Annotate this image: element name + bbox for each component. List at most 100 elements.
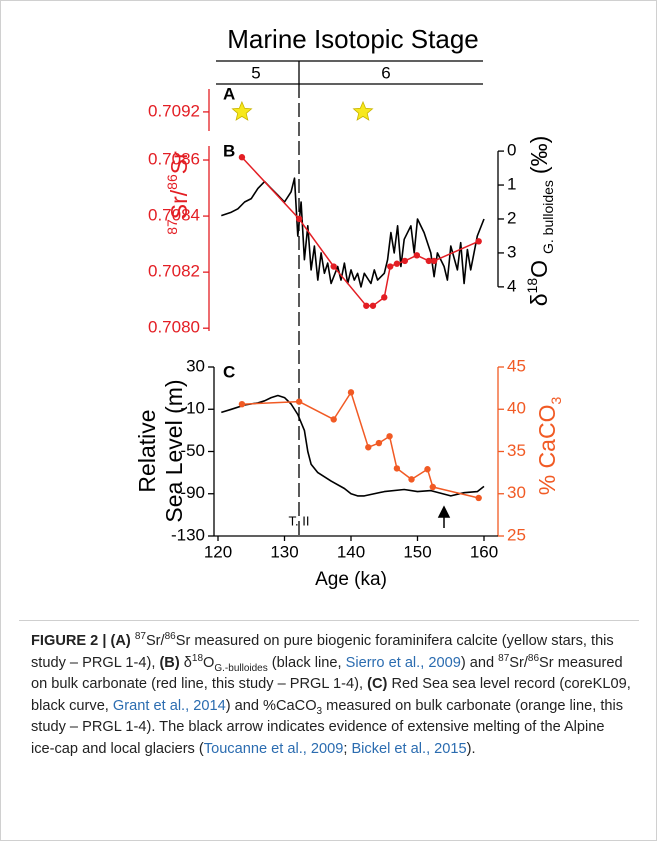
series-point [330,416,337,423]
series-point [393,260,401,267]
caption-sub: G.-bulloides [214,662,268,674]
caption-text: ). [466,740,476,757]
caption-sup: 86 [164,631,176,643]
series-point [365,444,372,451]
series-point [475,238,482,245]
caption-text: Red Sea sea level record (coreKL09, blac… [31,676,631,714]
y2-tick-label: 45 [507,356,526,375]
caption-bold: FIGURE 2 | (A) [31,633,135,649]
label-part: G. bulloides [540,180,556,254]
y-tick-label: 0.7092 [148,101,200,120]
citation-link[interactable]: Bickel et al., 2015 [351,740,467,757]
y2-tick-label: 1 [507,175,516,194]
y-axis-label: Relative [134,409,160,492]
caption-text: ; [343,740,352,757]
y2-tick-label: 2 [507,208,516,227]
mis-title: Marine Isotopic Stage [227,24,478,54]
label-part: (‰) [526,136,552,174]
label-part: 86 [164,174,180,190]
series-point [413,252,421,259]
y2-tick-label: 30 [507,483,526,502]
annotation: T. II [289,513,310,528]
caption-sub: 3 [316,705,323,717]
series-point [401,257,409,265]
caption-bold: (C) [367,676,392,692]
y-tick-label: 0.7082 [148,262,200,281]
caption-text: measured on bulk carbonate (orange line,… [31,697,624,757]
y-axis-label: 87Sr/86Sr [164,151,192,235]
y2-tick-label: 35 [507,441,526,460]
caption: FIGURE 2 | (A) 87Sr/86Sr measured on pur… [31,631,631,760]
mis-stage: 6 [381,63,390,82]
caption-text: ) and %CaCO [225,697,317,714]
y2-tick-label: 25 [507,525,526,544]
series-point [295,215,303,223]
x-tick-label: 130 [270,542,298,561]
caption-sup: 86 [527,652,540,664]
series-point [425,257,433,265]
series-point [393,465,401,472]
series-point [238,154,246,161]
x-tick-label: 140 [337,542,365,561]
y2-tick-label: 3 [507,242,516,261]
series-point [387,263,394,270]
series-point [363,302,370,309]
melting-arrow [437,505,451,528]
panel-label: C [223,362,235,381]
caption-text: δ [183,654,192,671]
series-line [221,177,485,288]
y-tick-label: 0.7086 [148,149,200,168]
y-tick-label: -90 [180,483,205,502]
y-tick-label: -130 [171,525,205,544]
figure: Marine Isotopic Stage 5 6 87Sr/86Sr δ18O… [134,24,564,590]
label-part: 18 [524,278,540,294]
label-part: 3 [548,397,564,405]
series-line [221,394,485,497]
citation-link[interactable]: Sierro et al., 2009 [345,654,461,671]
series-point [475,494,482,502]
y2-tick-label: 0 [507,141,516,160]
caption-text: Sr measured on bulk carbonate (red line,… [31,654,623,693]
y-tick-label: -50 [180,441,205,460]
series-point [238,400,246,408]
y2-tick-label: 40 [507,399,526,418]
y-tick-label: 30 [186,356,205,375]
series-point [424,466,431,473]
series-point [330,263,337,270]
y2-tick-label: 4 [507,276,516,295]
x-axis-label: Age (ka) [315,569,387,590]
series-point [375,439,383,447]
caption-text: O [203,654,215,671]
y-tick-label: 0.7080 [148,318,200,337]
panel-label: B [223,141,235,160]
mis-stage: 5 [251,63,260,82]
label-part: O [526,260,552,278]
citation-link[interactable]: Toucanne et al., 2009 [203,740,344,757]
y-tick-label: -10 [180,399,205,418]
caption-text: Sr/ [145,633,165,649]
caption-text: ) and [460,654,499,671]
series-point [369,302,377,309]
series-point [408,476,415,483]
y-tick-label: 0.7084 [148,206,200,225]
x-tick-label: 120 [204,542,232,561]
label-part: Sr [166,151,192,174]
series-point [430,257,438,265]
caption-text: Sr measured on pure biogenic foraminifer… [31,633,614,671]
x-tick-label: 150 [403,542,431,561]
caption-text: (black line, [267,654,346,671]
x-tick-label: 160 [470,542,498,561]
citation-link[interactable]: Grant et al., 2014 [112,697,226,714]
series-point [381,294,388,301]
label-part: δ [526,293,552,306]
caption-bold: (B) [159,654,184,671]
star-marker [231,100,253,121]
y2-axis-label: % CaCO3 [534,397,564,496]
caption-sup: 87 [498,652,510,664]
label-part: % CaCO [534,405,560,496]
series-point [386,433,393,440]
label-part: 87 [164,219,180,235]
series-point [295,398,303,405]
caption-sup: 87 [134,631,146,643]
